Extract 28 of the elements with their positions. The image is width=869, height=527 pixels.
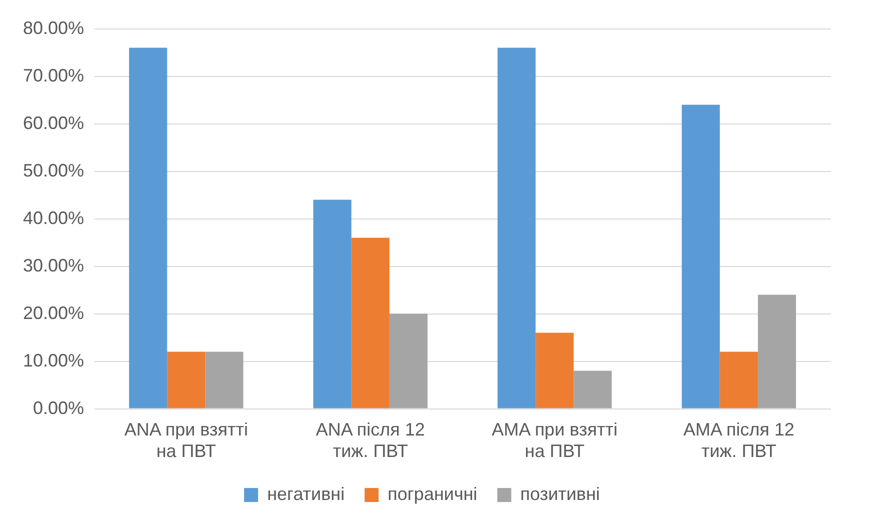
y-tick-label: 20.00% bbox=[22, 302, 84, 323]
y-tick-label: 80.00% bbox=[22, 18, 84, 38]
legend-label: негативні bbox=[267, 484, 345, 504]
bar bbox=[313, 200, 352, 408]
bar bbox=[720, 352, 758, 408]
bar bbox=[167, 352, 206, 408]
y-tick-label: 60.00% bbox=[22, 112, 84, 133]
y-tick-label: 50.00% bbox=[22, 160, 84, 180]
bar bbox=[682, 104, 720, 408]
x-tick-label: ANA після 12 тиж. ПВТ bbox=[316, 420, 425, 462]
bar bbox=[574, 370, 612, 408]
bar bbox=[129, 48, 168, 408]
y-tick-label: 0.00% bbox=[33, 398, 84, 418]
bar bbox=[536, 332, 574, 408]
x-tick-label: AMA після 12 тиж. ПВТ bbox=[683, 420, 794, 462]
bar bbox=[351, 238, 390, 408]
y-tick-label: 30.00% bbox=[22, 255, 84, 276]
y-tick-label: 40.00% bbox=[22, 208, 84, 228]
bar bbox=[758, 294, 796, 408]
bar bbox=[205, 352, 244, 408]
y-tick-label: 10.00% bbox=[22, 350, 84, 370]
y-tick-label: 70.00% bbox=[22, 65, 84, 86]
legend-label: позитивні bbox=[520, 484, 600, 504]
legend-label: пограничні bbox=[388, 484, 478, 504]
x-tick-label: ANA при взятті на ПВТ bbox=[124, 420, 248, 462]
bar bbox=[498, 48, 536, 408]
bar bbox=[389, 314, 428, 408]
x-tick-label: AMA при взятті на ПВТ bbox=[492, 420, 618, 462]
